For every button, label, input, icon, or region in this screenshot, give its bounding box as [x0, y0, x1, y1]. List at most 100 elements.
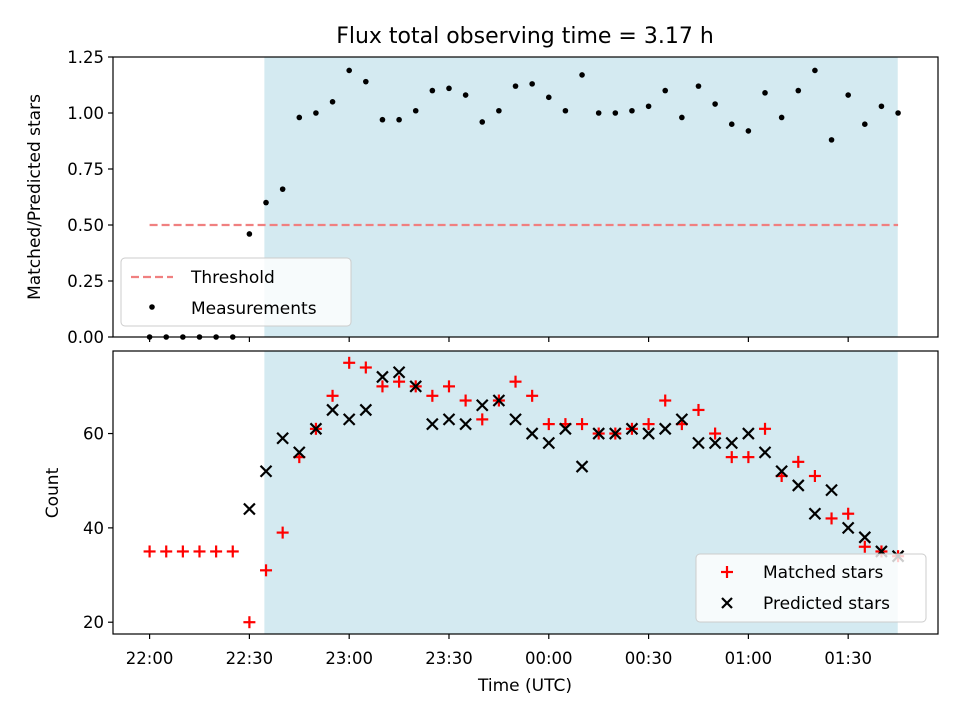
measurement-point [728, 121, 735, 127]
matched-star-point [642, 418, 655, 431]
measurement-point [412, 107, 419, 114]
y-tick-label: 1.00 [67, 104, 104, 123]
matched-star-point [742, 451, 755, 464]
x-tick-label: 01:30 [824, 649, 872, 668]
measurement-point [812, 67, 818, 74]
matched-star-point [393, 375, 406, 388]
predicted-star-point [708, 436, 722, 450]
y-tick-label: 60 [83, 425, 104, 444]
matched-star-point [842, 507, 855, 520]
measurement-point [795, 87, 802, 94]
measurement-point [745, 128, 752, 134]
predicted-star-point [559, 422, 572, 436]
x-tick-label: 22:30 [226, 649, 274, 668]
predicted-star-point [692, 436, 705, 450]
matched-star-point [825, 512, 838, 525]
predicted-star-point [442, 413, 456, 426]
predicted-star-point [426, 417, 439, 431]
measurement-point [645, 103, 652, 110]
matched-star-point [260, 564, 273, 577]
measurement-point [329, 99, 336, 105]
predicted-star-point [658, 422, 672, 436]
matched-star-point [276, 526, 289, 539]
measurement-point [313, 110, 319, 116]
measurement-point [512, 83, 519, 89]
matched-star-point [442, 380, 455, 393]
measurement-point [429, 87, 436, 94]
matched-star-point [343, 356, 356, 369]
matched-star-point [858, 540, 871, 553]
predicted-star-point [293, 446, 306, 459]
ratio-panel: Flux total observing time = 3.17 h 0.00 0… [25, 24, 939, 347]
matched-star-point [792, 455, 805, 468]
matched-star-point [476, 413, 489, 426]
legend-measurements-swatch [149, 304, 155, 310]
measurement-point [296, 114, 303, 121]
matched-star-point [326, 389, 339, 402]
measurement-point [496, 107, 502, 114]
legend-matched-swatch [721, 566, 733, 578]
matched-star-point [526, 389, 539, 402]
y-tick-label: 0.75 [67, 160, 104, 179]
y-tick-label: 0.50 [67, 216, 104, 235]
matched-star-point [160, 545, 173, 558]
measurement-point [712, 101, 718, 107]
matched-star-point [576, 418, 589, 431]
measurement-point [379, 116, 386, 123]
measurement-point [446, 85, 452, 92]
ratio-axis-ticks: 0.00 0.25 0.50 0.75 1.00 1.25 [67, 48, 849, 347]
measurement-point [263, 199, 269, 206]
predicted-star-point [243, 502, 256, 516]
legend-predicted-swatch [721, 597, 733, 609]
count-plot-frame [112, 350, 939, 635]
predicted-star-point [326, 403, 339, 417]
matched-star-point [426, 389, 439, 402]
x-tick-label: 23:30 [425, 649, 473, 668]
measurement-point [396, 116, 402, 123]
predicted-star-point [475, 398, 489, 412]
matched-star-point [692, 403, 705, 416]
predicted-star-point [342, 413, 356, 426]
measurement-point [828, 137, 835, 143]
matched-star-point [459, 394, 472, 407]
predicted-star-point [492, 394, 506, 407]
predicted-star-point [359, 403, 373, 417]
measurement-point [662, 87, 669, 94]
measurement-point [529, 81, 535, 87]
predicted-star-point [742, 427, 755, 440]
matched-star-point [243, 616, 256, 629]
x-tick-label: 01:00 [725, 649, 773, 668]
matched-star-point [376, 380, 389, 393]
matched-star-point [193, 545, 206, 558]
y-tick-label: 40 [83, 519, 104, 538]
x-tick-label: 00:00 [525, 649, 573, 668]
measurement-point [612, 110, 619, 116]
predicted-star-point [841, 521, 855, 535]
y-tick-label: 0.00 [67, 328, 104, 347]
predicted-star-point [858, 531, 872, 544]
matched-star-point [509, 375, 522, 388]
measurement-point [778, 114, 785, 121]
measurement-point [629, 107, 635, 114]
measurement-point [862, 121, 868, 127]
ratio-plot-frame [112, 56, 939, 338]
count-points [143, 356, 905, 629]
predicted-star-point [525, 427, 539, 440]
predicted-star-point [758, 446, 772, 459]
predicted-star-point [259, 464, 273, 478]
count-legend-box [695, 553, 927, 623]
measurement-point [462, 92, 469, 98]
y-tick-label: 20 [83, 613, 104, 632]
predicted-star-point [642, 427, 655, 440]
measurement-point [878, 103, 885, 110]
measurement-point [579, 72, 585, 78]
matched-star-point [542, 418, 555, 431]
chart-title: Flux total observing time = 3.17 h [336, 24, 714, 49]
legend-matched-label: Matched stars [763, 563, 883, 583]
count-y-axis-label: Count [43, 467, 63, 518]
count-legend: Matched stars Predicted stars [695, 553, 927, 623]
predicted-star-point [808, 507, 822, 521]
legend-measurements-label: Measurements [191, 299, 317, 319]
predicted-star-point [675, 413, 689, 426]
